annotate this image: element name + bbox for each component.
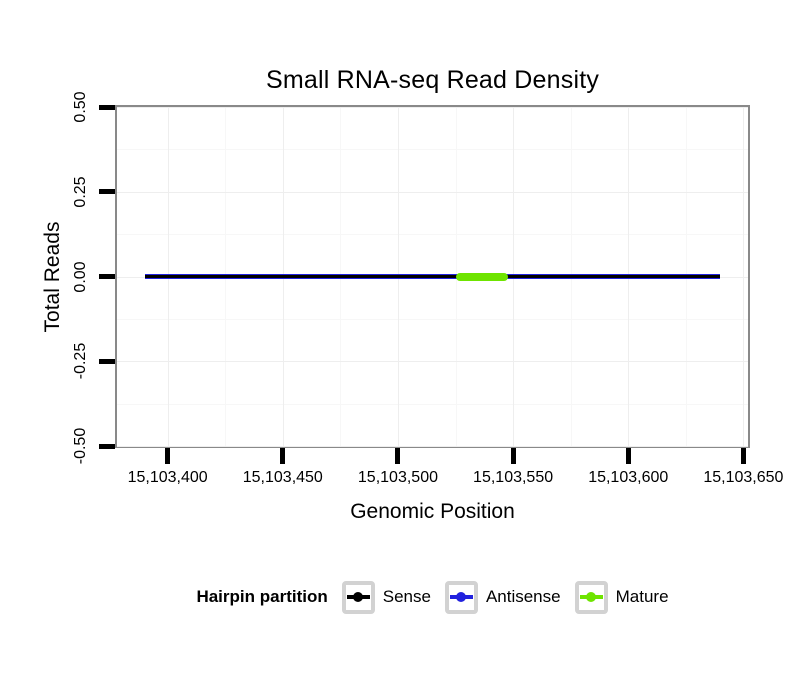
- y-tick: [99, 274, 115, 279]
- legend: Hairpin partition Sense Antisense Mature: [117, 579, 748, 615]
- legend-item-mature: Mature: [574, 580, 669, 614]
- legend-items: Sense Antisense Mature: [341, 580, 669, 614]
- x-axis-title: Genomic Position: [350, 500, 515, 523]
- legend-label: Sense: [382, 587, 431, 606]
- y-tick: [99, 189, 115, 195]
- y-gridline-minor: [117, 234, 748, 236]
- legend-label: Antisense: [485, 587, 561, 606]
- x-tick: [510, 448, 516, 464]
- y-tick: [99, 443, 115, 449]
- legend-key-antisense: [444, 580, 478, 614]
- y-axis-title: Total Reads: [41, 221, 64, 333]
- x-tick: [395, 448, 401, 464]
- y-gridline-major: [117, 107, 748, 108]
- legend-item-antisense: Antisense: [444, 580, 561, 614]
- y-gridline-minor: [117, 149, 748, 151]
- y-gridline-major: [117, 361, 748, 363]
- y-gridline-minor: [117, 403, 748, 405]
- y-tick-label: -0.50: [72, 427, 89, 465]
- y-tick-label: 0.00: [72, 260, 89, 293]
- x-tick-label: 15,103,550: [473, 469, 554, 486]
- series-line-mature: [455, 272, 509, 281]
- legend-item-sense: Sense: [341, 580, 431, 614]
- y-tick: [99, 104, 115, 110]
- legend-label: Mature: [615, 587, 669, 606]
- x-tick-label: 15,103,650: [703, 469, 784, 486]
- x-tick: [165, 448, 171, 464]
- plot-panel: [117, 107, 748, 447]
- legend-title: Hairpin partition: [196, 587, 328, 606]
- legend-key-mature: [574, 580, 608, 614]
- x-tick-label: 15,103,450: [242, 469, 323, 486]
- y-gridline-minor: [117, 318, 748, 320]
- legend-key-dot-icon: [456, 592, 467, 602]
- chart-title: Small RNA-seq Read Density: [265, 66, 600, 94]
- y-tick-label: 0.25: [72, 176, 89, 208]
- x-tick: [625, 448, 631, 464]
- y-tick-label: 0.50: [72, 91, 89, 123]
- series-line-sense: [144, 275, 721, 278]
- y-gridline-major: [117, 446, 748, 447]
- x-tick-label: 15,103,600: [588, 469, 669, 486]
- y-tick-label: -0.25: [72, 343, 89, 380]
- x-tick-label: 15,103,400: [127, 469, 208, 486]
- x-tick-label: 15,103,500: [357, 469, 438, 486]
- legend-key-sense: [341, 580, 375, 614]
- legend-key-dot-icon: [353, 592, 364, 602]
- x-tick: [280, 448, 286, 464]
- y-tick: [99, 358, 115, 364]
- legend-key-dot-icon: [586, 592, 597, 602]
- x-tick: [740, 448, 746, 464]
- y-gridline-major: [117, 191, 748, 193]
